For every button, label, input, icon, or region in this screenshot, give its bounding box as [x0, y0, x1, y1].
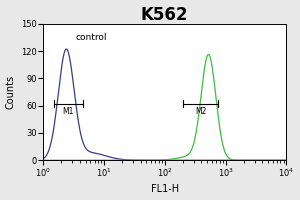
- Text: control: control: [75, 33, 107, 42]
- Y-axis label: Counts: Counts: [6, 75, 16, 109]
- Title: K562: K562: [141, 6, 188, 24]
- Text: M2: M2: [195, 107, 206, 116]
- Text: M1: M1: [63, 107, 74, 116]
- X-axis label: FL1-H: FL1-H: [151, 184, 179, 194]
